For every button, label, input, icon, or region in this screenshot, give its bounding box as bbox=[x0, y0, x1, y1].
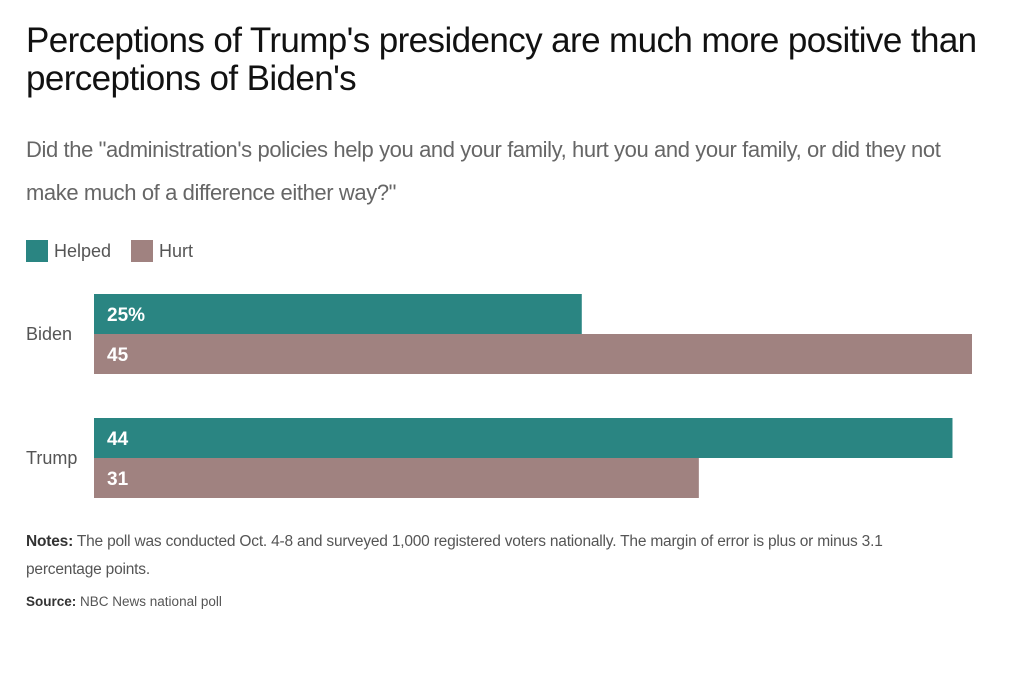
chart-subtitle: Did the "administration's policies help … bbox=[26, 137, 941, 205]
legend-swatch-hurt bbox=[131, 240, 154, 262]
data-label-biden-helped: 25% bbox=[107, 305, 145, 326]
notes-label: Notes: bbox=[26, 533, 74, 550]
legend: Helped Hurt bbox=[26, 240, 213, 262]
legend-item-helped: Helped bbox=[26, 240, 111, 262]
chart-title: Perceptions of Trump's presidency are mu… bbox=[26, 21, 977, 98]
bar-trump-helped bbox=[94, 418, 953, 458]
data-label-biden-hurt: 45 bbox=[107, 345, 129, 366]
legend-label-hurt: Hurt bbox=[159, 240, 194, 261]
data-label-trump-helped: 44 bbox=[107, 429, 129, 450]
bar-biden-helped bbox=[94, 294, 582, 334]
notes-text: The poll was conducted Oct. 4-8 and surv… bbox=[26, 533, 883, 578]
data-label-trump-hurt: 31 bbox=[107, 469, 129, 490]
bar-biden-hurt bbox=[94, 334, 972, 374]
bar-chart: Biden 25% 45 Trump 44 31 bbox=[26, 294, 972, 498]
notes: Notes: The poll was conducted Oct. 4-8 a… bbox=[26, 528, 956, 584]
legend-label-helped: Helped bbox=[54, 240, 112, 261]
source-label: Source: bbox=[26, 594, 77, 609]
legend-item-hurt: Hurt bbox=[131, 240, 193, 262]
source-text: NBC News national poll bbox=[80, 594, 222, 609]
legend-swatch-helped bbox=[26, 240, 48, 262]
bar-trump-hurt bbox=[94, 458, 699, 498]
source: Source: NBC News national poll bbox=[26, 594, 222, 609]
category-label-trump: Trump bbox=[26, 448, 77, 468]
category-label-biden: Biden bbox=[26, 324, 72, 344]
